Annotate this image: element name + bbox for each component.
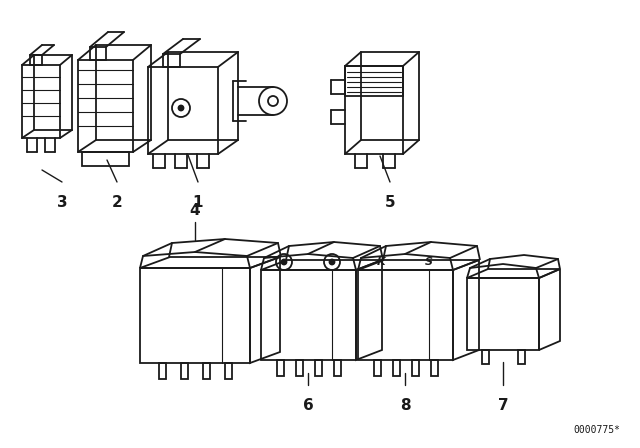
Bar xyxy=(393,360,400,376)
Circle shape xyxy=(179,105,184,111)
Bar xyxy=(315,360,322,376)
Text: K: K xyxy=(377,257,385,267)
Bar xyxy=(374,360,381,376)
Text: 0000775*: 0000775* xyxy=(573,425,620,435)
Bar xyxy=(431,360,438,376)
Bar xyxy=(345,66,403,96)
Text: 6: 6 xyxy=(303,398,314,413)
Bar xyxy=(159,363,166,379)
Bar xyxy=(412,360,419,376)
Bar xyxy=(334,360,341,376)
Text: S: S xyxy=(425,257,433,267)
Text: 4: 4 xyxy=(189,203,200,218)
Circle shape xyxy=(282,259,287,264)
Text: 2: 2 xyxy=(111,195,122,210)
Circle shape xyxy=(330,259,335,264)
Text: 1: 1 xyxy=(193,195,204,210)
Bar xyxy=(203,363,210,379)
Bar xyxy=(277,360,284,376)
Text: 5: 5 xyxy=(385,195,396,210)
Bar xyxy=(482,350,489,364)
Text: 3: 3 xyxy=(57,195,67,210)
Bar xyxy=(296,360,303,376)
Bar xyxy=(225,363,232,379)
Text: 7: 7 xyxy=(498,398,508,413)
Bar xyxy=(518,350,525,364)
Bar xyxy=(181,363,188,379)
Text: 8: 8 xyxy=(400,398,410,413)
